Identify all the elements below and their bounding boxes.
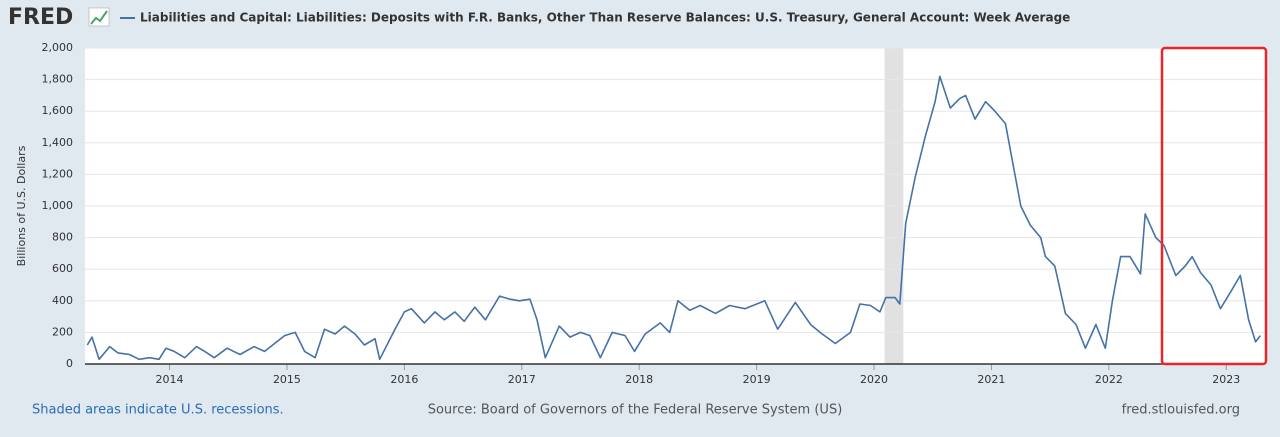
x-tick-label: 2015 [273, 373, 301, 386]
x-tick-label: 2016 [390, 373, 418, 386]
x-tick-label: 2019 [743, 373, 771, 386]
y-tick-label: 200 [52, 325, 73, 338]
logo[interactable]: FRED [8, 5, 73, 30]
source: Source: Board of Governors of the Federa… [428, 403, 843, 418]
y-tick-label: 800 [52, 231, 73, 244]
y-tick-label: 1,600 [42, 104, 74, 117]
series-line [86, 75, 1261, 361]
y-tick-label: 1,800 [42, 73, 74, 86]
y-tick-label: 400 [52, 294, 73, 307]
y-axis-label: Billions of U.S. Dollars [15, 145, 28, 266]
y-tick-label: 600 [52, 262, 73, 275]
y-tick-label: 1,200 [42, 167, 74, 180]
y-tick-label: 1,000 [42, 199, 74, 212]
x-tick-label: 2017 [508, 373, 536, 386]
x-tick-label: 2018 [625, 373, 653, 386]
x-tick-label: 2021 [977, 373, 1005, 386]
recession-note: Shaded areas indicate U.S. recessions. [32, 403, 284, 418]
x-tick-label: 2014 [156, 373, 184, 386]
highlight-box [1160, 46, 1268, 366]
plot: 0 200 400 600 800 1,000 1,200 1,400 1,600 1,800 2,… [42, 41, 1265, 386]
x-tick-label: 2022 [1095, 373, 1123, 386]
x-tick-label: 2023 [1212, 373, 1240, 386]
logo-icon [88, 7, 110, 27]
site-link[interactable]: fred.stlouisfed.org [1122, 403, 1240, 418]
y-tick-label: 2,000 [42, 41, 74, 54]
x-tick-label: 2020 [860, 373, 888, 386]
y-tick-label: 0 [66, 357, 73, 370]
legend-label[interactable]: Liabilities and Capital: Liabilities: De… [140, 11, 1070, 25]
y-tick-label: 1,400 [42, 136, 74, 149]
